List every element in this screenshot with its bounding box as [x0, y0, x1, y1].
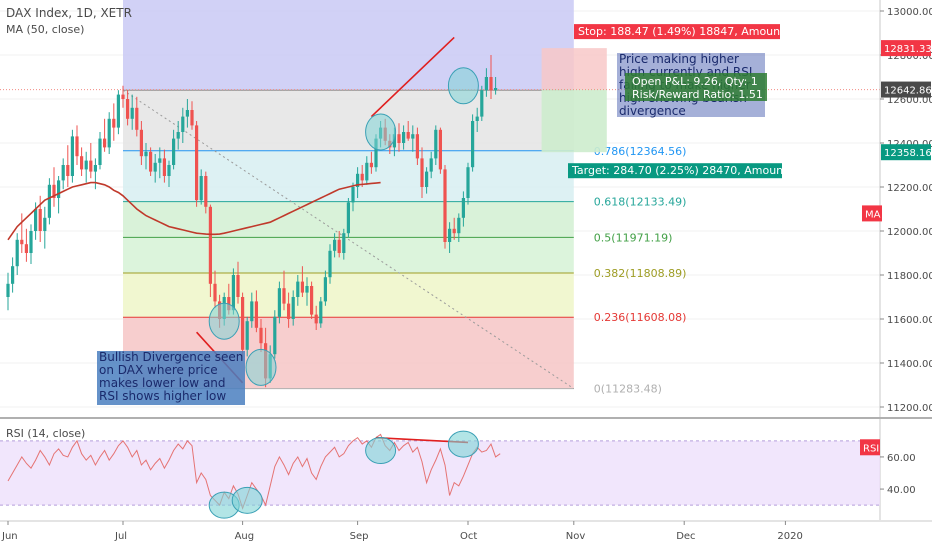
candle: [117, 90, 120, 134]
fib-band: [123, 0, 574, 90]
candle: [273, 310, 276, 358]
candle: [310, 282, 313, 319]
price-tick-label: 11800.00: [887, 271, 932, 282]
highlight-circle[interactable]: [448, 68, 478, 104]
highlight-circle[interactable]: [366, 114, 396, 150]
price-badge-label: MA: [865, 209, 881, 220]
date-tick-label: Jul: [114, 531, 127, 542]
date-tick-label: Aug: [235, 531, 255, 542]
candle: [195, 121, 198, 207]
price-tick-label: 11400.00: [887, 359, 932, 370]
fib-level-label: 0.236(11608.08): [594, 311, 687, 324]
price-badge-label: 12358.16: [884, 148, 932, 159]
position-stats-box: Open P&L: 9.26, Qty: 1 Risk/Reward Ratio…: [625, 73, 767, 101]
rsi-highlight-circle[interactable]: [448, 431, 478, 457]
fib-band: [123, 273, 574, 317]
stop-label: Stop: 188.47 (1.49%) 18847, Amount: 811.…: [578, 25, 830, 38]
symbol-title[interactable]: DAX Index, 1D, XETR: [6, 6, 132, 20]
position-risk-zone[interactable]: [542, 48, 607, 89]
rsi-badge-label: RSI: [863, 443, 879, 454]
price-badge-label: 12831.33: [884, 44, 932, 55]
candle: [241, 293, 244, 357]
ma-legend[interactable]: MA (50, close): [6, 23, 84, 36]
rsi-tick-label: 40.00: [887, 485, 916, 496]
candle: [347, 198, 350, 238]
annotation-bullish-divergence[interactable]: Bullish Divergence seen on DAX where pri…: [97, 351, 245, 407]
date-tick-label: 2020: [777, 531, 802, 542]
rr-label: Risk/Reward Ratio: 1.51: [632, 88, 763, 101]
candle: [443, 165, 446, 249]
candle: [319, 297, 322, 328]
price-tick-label: 11600.00: [887, 315, 932, 326]
position-reward-zone[interactable]: [542, 90, 607, 153]
fib-level-label: 0.786(12364.56): [594, 145, 687, 158]
candle: [480, 86, 483, 121]
rsi-tick-label: 60.00: [887, 453, 916, 464]
price-tick-label: 13000.00: [887, 7, 932, 18]
candle: [48, 178, 51, 224]
pnl-label: Open P&L: 9.26, Qty: 1: [632, 75, 758, 88]
annotation-text-1: Bullish Divergence seen on DAX where pri…: [99, 351, 245, 403]
fib-level-label: 0.618(12133.49): [594, 196, 687, 209]
price-tick-label: 12000.00: [887, 227, 932, 238]
rsi-highlight-circle[interactable]: [366, 438, 396, 464]
price-tick-label: 12200.00: [887, 183, 932, 194]
rsi-legend[interactable]: RSI (14, close): [6, 427, 85, 440]
date-tick-label: Nov: [566, 531, 586, 542]
date-tick-label: Sep: [350, 531, 369, 542]
date-tick-label: Dec: [676, 531, 695, 542]
rsi-pane[interactable]: 40.00 60.00 RSI: [0, 431, 916, 518]
price-badge-label: 12642.86: [884, 86, 932, 97]
fib-band: [123, 151, 574, 202]
fib-level-label: 0.382(11808.89): [594, 267, 687, 280]
candle: [471, 114, 474, 171]
date-tick-label: Jun: [1, 531, 18, 542]
target-label: Target: 284.70 (2.25%) 28470, Amount: 12…: [571, 164, 833, 177]
date-tick-label: Oct: [460, 531, 477, 542]
time-axis[interactable]: Jun Jul Aug Sep Oct Nov Dec 2020: [1, 521, 803, 542]
fib-level-label: 0.5(11971.19): [594, 231, 673, 244]
price-tick-label: 11200.00: [887, 403, 932, 414]
fib-band: [123, 237, 574, 273]
highlight-circle[interactable]: [209, 303, 239, 339]
candle: [209, 205, 212, 297]
candle: [71, 130, 74, 183]
candle: [439, 128, 442, 174]
fib-level-label: 0(11283.48): [594, 383, 662, 396]
highlight-circle[interactable]: [246, 349, 276, 385]
rsi-highlight-circle[interactable]: [232, 487, 262, 513]
